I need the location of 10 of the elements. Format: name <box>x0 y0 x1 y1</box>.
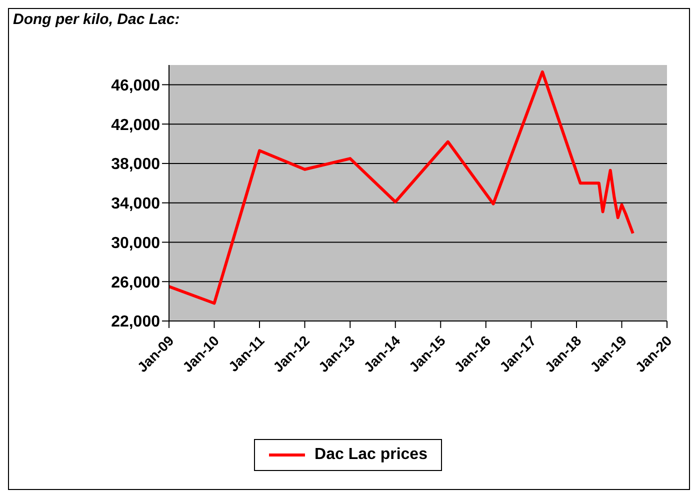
y-tick-label: 34,000 <box>111 196 160 213</box>
line-series <box>169 70 634 305</box>
y-tick-label: 42,000 <box>111 116 160 134</box>
y-tick-label: 22,000 <box>111 314 160 331</box>
legend-label: Dac Lac prices <box>314 446 428 464</box>
y-tick-label: 38,000 <box>111 156 160 174</box>
y-tick-label: 26,000 <box>111 274 160 292</box>
y-tick-label: 30,000 <box>111 234 160 252</box>
chart-title: Dong per kilo, Dac Lac: <box>13 11 180 28</box>
y-tick-label: 46,000 <box>111 77 160 94</box>
